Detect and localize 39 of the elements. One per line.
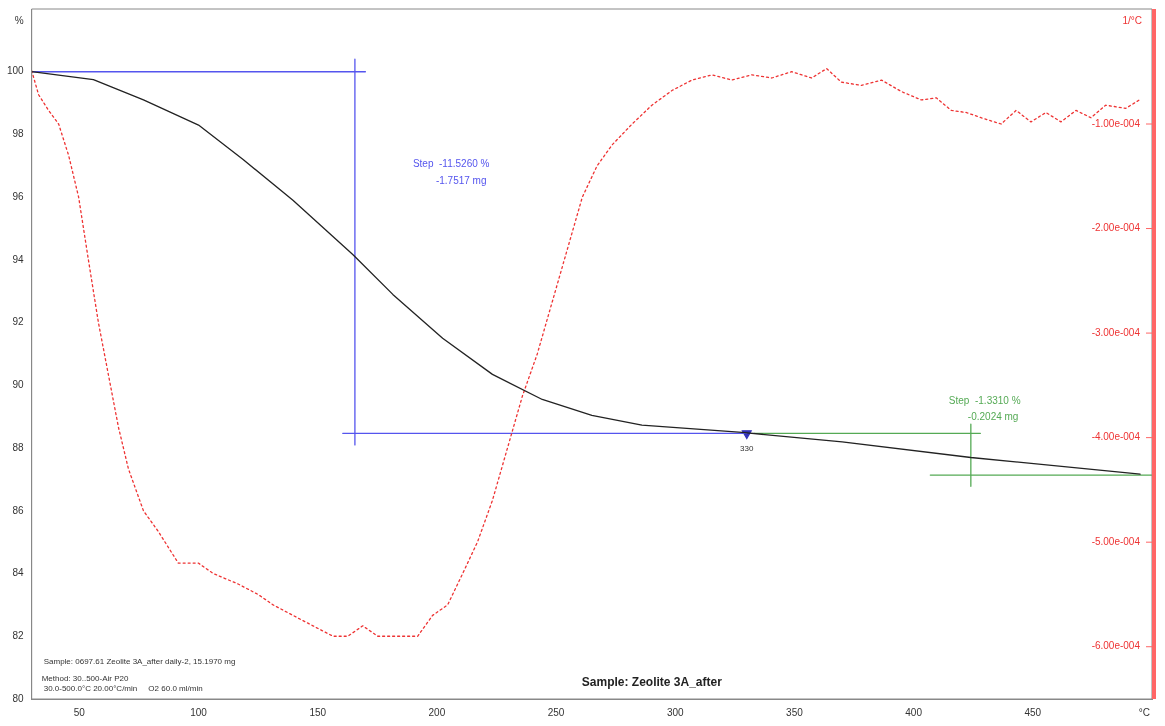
y2-axis-title: 1/°C xyxy=(1122,14,1142,26)
annotation: 30.0-500.0°C 20.00°C/min O2 60.0 ml/min xyxy=(43,684,203,694)
y-tick-label: 98 xyxy=(12,128,25,140)
y-tick-label: 100 xyxy=(7,65,25,77)
text: Sample: Zeolite 3A_after xyxy=(581,675,723,690)
annotation: 330 xyxy=(740,443,754,453)
x-tick-label: 250 xyxy=(547,706,565,718)
annotation: Method: 30..500-Air P20 xyxy=(41,674,129,684)
y2-tick-label: -4.00e-004 xyxy=(1091,431,1141,443)
y-tick-label: 86 xyxy=(12,504,25,516)
y2-tick-label: -5.00e-004 xyxy=(1091,535,1141,547)
y-tick-label: 82 xyxy=(12,630,25,642)
y-tick-label: 80 xyxy=(12,692,25,704)
y-tick-label: 94 xyxy=(12,253,25,265)
annotation: Sample: 0697.61 Zeolite 3A_after daily-2, 15.1970 mg xyxy=(43,657,236,667)
y-tick-label: 88 xyxy=(12,441,25,453)
x-axis-title: °C xyxy=(1138,706,1150,718)
x-tick-label: 100 xyxy=(190,706,208,718)
x-tick-label: 150 xyxy=(309,706,327,718)
y-axis-title: % xyxy=(14,14,24,26)
y-tick-label: 90 xyxy=(12,379,25,391)
x-tick-label: 350 xyxy=(786,706,804,718)
annotation: Step -11.5260 % xyxy=(412,157,490,169)
y2-tick-label: -3.00e-004 xyxy=(1091,326,1141,338)
y2-tick-label: -2.00e-004 xyxy=(1091,222,1141,234)
annotation: Step -1.3310 % xyxy=(948,395,1021,406)
x-tick-label: 50 xyxy=(73,706,86,718)
y2-tick-label: -6.00e-004 xyxy=(1091,640,1141,652)
y-tick-label: 84 xyxy=(12,567,25,579)
annotation: -0.2024 mg xyxy=(967,411,1019,422)
y-tick-label: 92 xyxy=(12,316,25,328)
y-tick-label: 96 xyxy=(12,190,25,202)
x-tick-label: 400 xyxy=(905,706,923,718)
y2-tick-label: -1.00e-004 xyxy=(1091,117,1141,129)
annotation: -1.7517 mg xyxy=(435,174,487,186)
x-tick-label: 300 xyxy=(666,706,685,718)
line-series xyxy=(31,67,1141,637)
x-tick-label: 200 xyxy=(428,706,446,718)
x-tick-label: 450 xyxy=(1024,706,1042,718)
